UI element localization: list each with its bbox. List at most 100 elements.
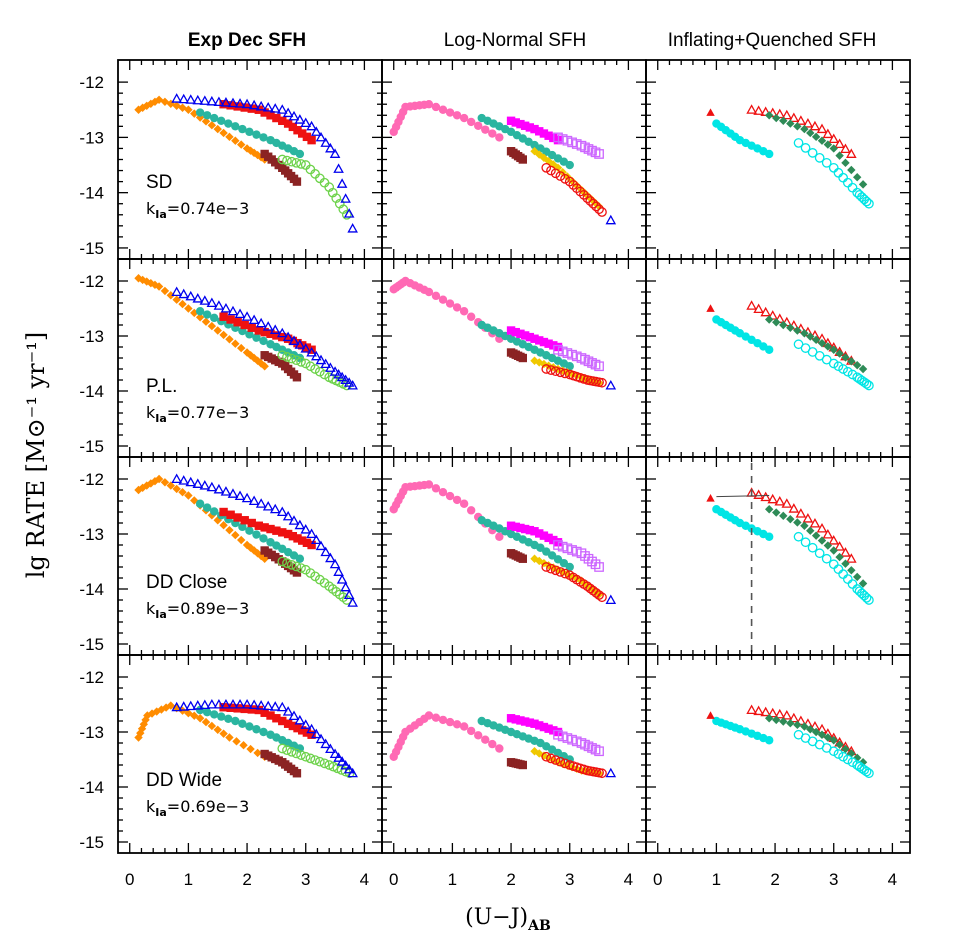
k-ia-label: kIa=0.89e−3: [146, 599, 249, 621]
marker-orange: [201, 717, 211, 727]
marker-magenta: [535, 127, 544, 136]
marker-blue: [234, 490, 246, 501]
marker-orange: [172, 484, 181, 494]
marker-red: [254, 326, 263, 335]
marker-green: [806, 526, 815, 535]
marker-orange: [237, 343, 246, 353]
marker-magenta: [530, 719, 539, 728]
marker-orange: [195, 113, 205, 122]
marker-seagreen: [245, 722, 254, 731]
marker-seagreen: [252, 130, 261, 139]
marker-red: [266, 524, 275, 534]
marker-seagreen: [217, 712, 226, 721]
marker-blue: [340, 581, 351, 592]
marker-orange: [147, 709, 157, 718]
marker-green: [305, 753, 316, 764]
marker-blue: [262, 321, 274, 331]
y-tick-label: -14: [79, 778, 104, 797]
marker-yellow: [549, 563, 558, 572]
marker-red: [266, 711, 275, 720]
marker-yellow: [544, 156, 553, 166]
marker-blue: [269, 503, 281, 514]
marker-green: [853, 360, 862, 370]
marker-orange: [154, 282, 164, 291]
marker-blue: [192, 94, 204, 105]
y-tick-label: -12: [79, 272, 104, 291]
k-ia-label: kIa=0.74e−3: [146, 199, 249, 221]
marker-blue: [294, 519, 306, 530]
marker-blue: [329, 748, 341, 759]
marker-cyanopen: [842, 366, 853, 377]
marker-blue: [282, 331, 294, 342]
marker-green: [296, 356, 306, 367]
marker-green: [829, 345, 838, 354]
labels-layer: -12-13-14-15SDkIa=0.74e−3-12-13-14-15P.L…: [22, 30, 897, 934]
column-title: Exp Dec SFH: [188, 30, 306, 51]
marker-seagreen: [565, 160, 574, 170]
panel-frame: [117, 654, 383, 854]
marker-red: [283, 334, 293, 343]
marker-pink: [438, 715, 448, 725]
marker-magenta: [506, 714, 516, 723]
marker-cyanopen: [828, 358, 839, 369]
marker-orange: [184, 708, 193, 718]
marker-blue: [333, 752, 344, 762]
marker-cyan: [765, 736, 774, 745]
marker-blue: [300, 117, 312, 128]
marker-blue: [178, 93, 190, 104]
marker-magenta: [535, 721, 544, 730]
marker-red: [555, 367, 566, 378]
marker-orange: [237, 140, 246, 149]
marker-violet: [580, 354, 590, 365]
tick-marks: [118, 60, 382, 259]
x-tick-label: 2: [506, 870, 515, 889]
marker-orange: [166, 481, 175, 490]
panel-data: [389, 711, 617, 779]
marker-blue: [336, 178, 348, 188]
marker-red: [226, 315, 235, 324]
marker-blue: [306, 346, 317, 357]
marker-pink: [466, 117, 476, 127]
marker-blue: [333, 566, 344, 576]
marker-orange: [213, 326, 222, 335]
marker-blue: [276, 701, 288, 712]
marker-green: [300, 751, 311, 762]
marker-cyanopen: [814, 152, 825, 163]
marker-redopen: [822, 128, 834, 139]
k-ia-symbol: k: [146, 599, 156, 618]
marker-blue: [325, 743, 336, 754]
marker-blue: [300, 719, 312, 729]
marker-seagreen: [195, 307, 205, 316]
marker-blue: [288, 110, 300, 121]
marker-blue: [276, 327, 288, 338]
marker-blue: [333, 368, 344, 379]
marker-redtri: [706, 711, 715, 719]
marker-blue: [185, 700, 197, 711]
marker-green: [765, 315, 774, 324]
marker-seagreen: [295, 149, 305, 159]
marker-magenta: [525, 123, 535, 132]
marker-blue: [199, 699, 211, 710]
marker-red: [240, 516, 249, 525]
marker-seagreen: [238, 522, 247, 532]
marker-green: [786, 514, 795, 524]
marker-violet: [590, 744, 601, 755]
marker-redopen: [760, 491, 771, 502]
marker-seagreen: [565, 562, 574, 572]
marker-seagreen: [202, 503, 212, 512]
marker-red: [546, 563, 556, 574]
marker-redtri: [706, 108, 715, 116]
marker-blue: [227, 488, 239, 498]
marker-orange: [246, 744, 255, 754]
marker-green: [793, 122, 802, 131]
marker-green: [291, 355, 302, 366]
marker-red: [546, 365, 556, 375]
panel-frame: [117, 59, 383, 260]
marker-cyanopen: [838, 569, 848, 580]
x-tick-label: 4: [888, 870, 897, 889]
x-axis-label-subscript: AB: [527, 918, 551, 934]
marker-blue: [294, 714, 306, 725]
marker-blue: [336, 574, 348, 584]
marker-green: [817, 536, 827, 545]
marker-green: [847, 357, 856, 366]
